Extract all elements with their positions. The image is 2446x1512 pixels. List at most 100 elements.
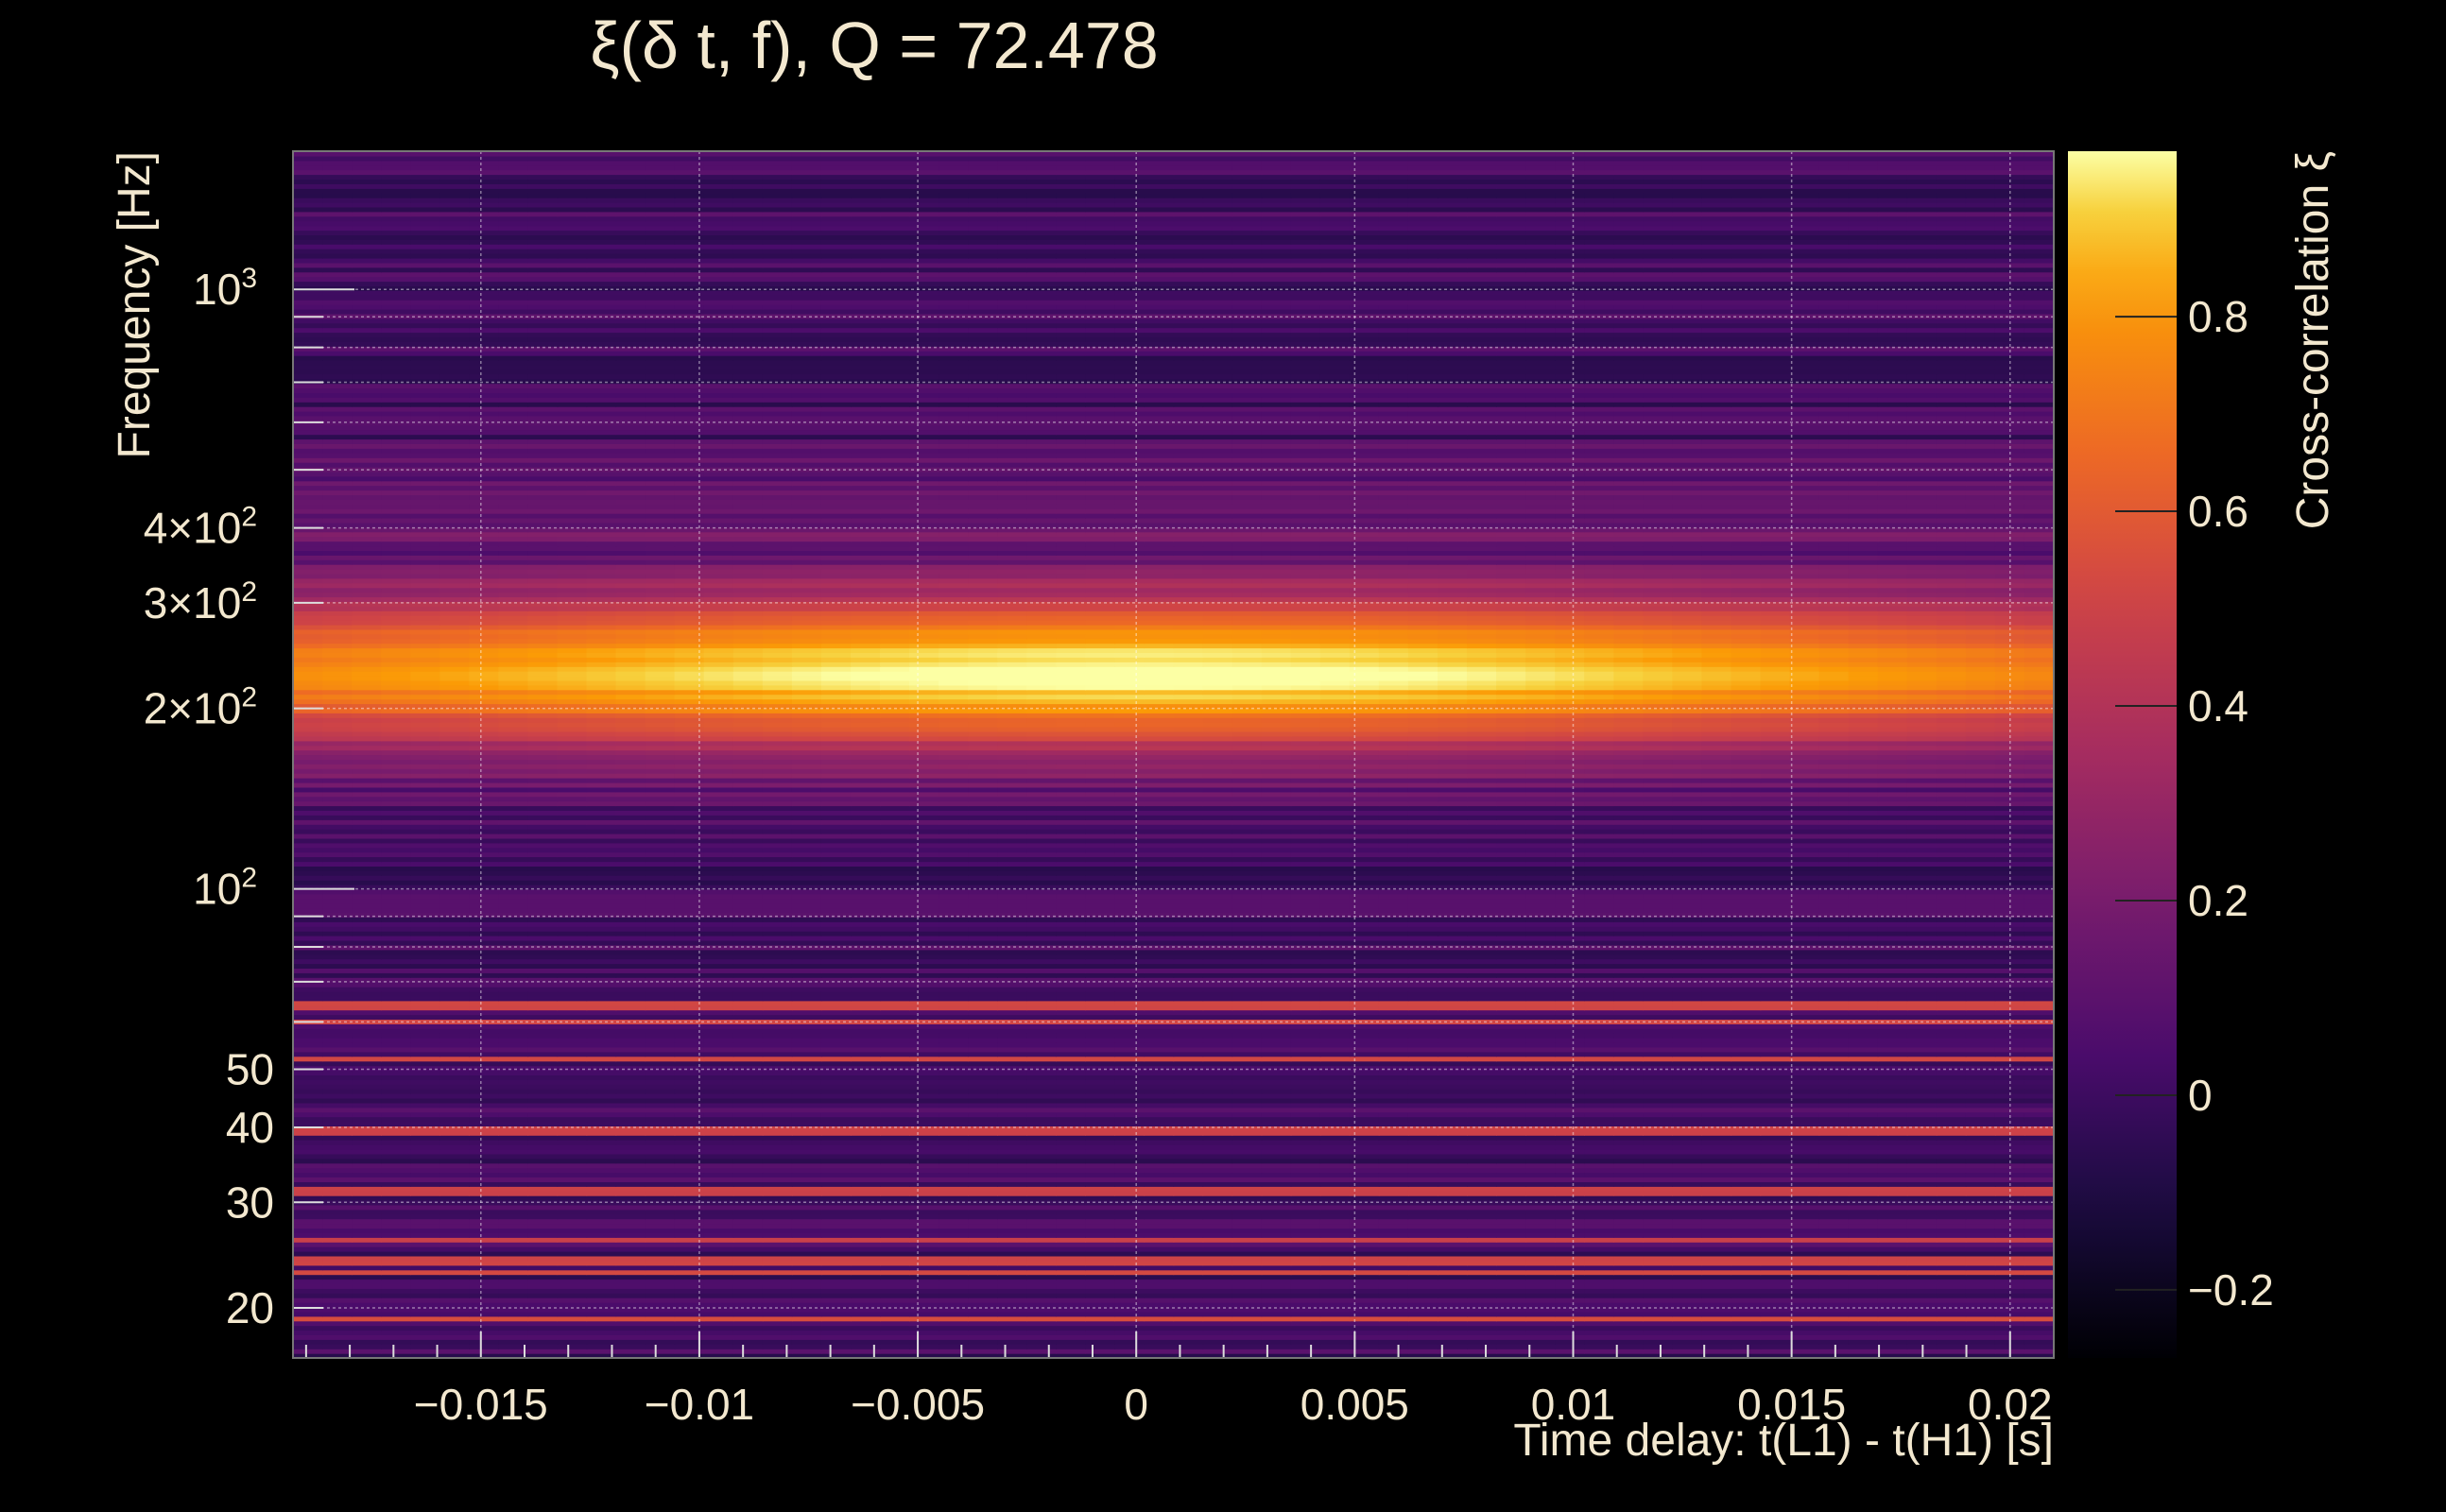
heatmap-cell	[1232, 1070, 1263, 1075]
heatmap-cell	[352, 1264, 382, 1271]
heatmap-cell	[791, 1111, 822, 1118]
heatmap-cell	[1144, 1060, 1175, 1067]
heatmap-cell	[1818, 1209, 1850, 1215]
heatmap-cell	[1378, 1000, 1409, 1006]
heatmap-cell	[1584, 1307, 1614, 1313]
heatmap-cell	[527, 1014, 559, 1020]
heatmap-cell	[1407, 1330, 1438, 1335]
heatmap-cell	[1438, 1353, 1468, 1359]
heatmap-cell	[1290, 1065, 1321, 1072]
heatmap-cell	[498, 977, 529, 983]
heatmap-cell	[791, 1056, 822, 1062]
heatmap-cell	[381, 1218, 411, 1225]
heatmap-cell	[527, 1158, 559, 1164]
heatmap-cell	[1085, 1084, 1115, 1090]
heatmap-cell	[1525, 1149, 1556, 1155]
heatmap-cell	[1965, 1042, 1996, 1048]
heatmap-cell	[1026, 1140, 1057, 1145]
heatmap-cell	[1349, 1246, 1380, 1252]
heatmap-cell	[615, 1330, 646, 1335]
heatmap-cell	[1378, 1130, 1409, 1136]
heatmap-cell	[1848, 1130, 1879, 1136]
heatmap-cell	[352, 1028, 382, 1034]
heatmap-cell	[997, 1177, 1027, 1182]
heatmap-cell	[1467, 1149, 1497, 1155]
heatmap-cell	[703, 1084, 734, 1090]
heatmap-cell	[1319, 1228, 1351, 1233]
heatmap-cell	[820, 1065, 852, 1072]
heatmap-cell	[909, 987, 939, 992]
heatmap-cell	[820, 1158, 852, 1164]
heatmap-cell	[645, 1158, 676, 1164]
heatmap-cell	[1056, 1093, 1086, 1099]
heatmap-cell	[1936, 1074, 1967, 1080]
heatmap-cell	[498, 1302, 529, 1308]
heatmap-cell	[1672, 1181, 1702, 1187]
heatmap-cell	[1994, 1283, 2025, 1289]
heatmap-cell	[1232, 1000, 1263, 1006]
heatmap-cell	[1701, 1246, 1732, 1252]
heatmap-cell	[1173, 1056, 1204, 1062]
heatmap-cell	[1261, 1213, 1292, 1220]
heatmap-cell	[968, 1121, 998, 1126]
heatmap-cell	[469, 1213, 499, 1220]
heatmap-cell	[820, 1038, 852, 1043]
heatmap-cell	[1613, 1051, 1644, 1057]
heatmap-cell	[1789, 987, 1820, 992]
heatmap-cell	[1114, 1074, 1145, 1080]
heatmap-cell	[820, 1320, 852, 1327]
heatmap-cell	[1672, 1218, 1702, 1225]
heatmap-cell	[1936, 1023, 1967, 1029]
heatmap-cell	[410, 1237, 440, 1243]
heatmap-cell	[1349, 1009, 1380, 1016]
heatmap-cell	[1144, 1279, 1175, 1284]
heatmap-cell	[851, 1232, 881, 1238]
heatmap-cell	[1701, 982, 1732, 988]
heatmap-cell	[1877, 1274, 1908, 1280]
heatmap-cell	[1438, 1046, 1468, 1053]
heatmap-cell	[1643, 1325, 1673, 1332]
heatmap-cell	[2024, 1130, 2055, 1136]
heatmap-cell	[851, 1353, 881, 1359]
heatmap-cell	[1613, 1065, 1644, 1072]
heatmap-cell	[1407, 1130, 1438, 1136]
heatmap-cell	[1731, 1269, 1762, 1276]
heatmap-cell	[1496, 1315, 1526, 1322]
heatmap-cell	[1877, 1074, 1908, 1080]
heatmap-cell	[1290, 1339, 1321, 1345]
heatmap-cell	[909, 1195, 939, 1201]
heatmap-cell	[1555, 1028, 1585, 1034]
heatmap-cell	[1965, 972, 1996, 978]
heatmap-cell	[674, 1014, 705, 1020]
heatmap-cell	[703, 1149, 734, 1155]
heatmap-cell	[1877, 1149, 1908, 1155]
heatmap-cell	[939, 1228, 969, 1233]
heatmap-cell	[1349, 1167, 1380, 1174]
heatmap-cell	[1848, 1204, 1879, 1211]
heatmap-cell	[2024, 1302, 2055, 1308]
heatmap-cell	[1438, 1213, 1468, 1220]
heatmap-cell	[1848, 987, 1879, 992]
heatmap-cell	[1319, 1051, 1351, 1057]
heatmap-cell	[997, 1102, 1027, 1108]
heatmap-cell	[615, 1107, 646, 1113]
heatmap-cell	[1760, 1079, 1791, 1085]
heatmap-cell	[1378, 1191, 1409, 1196]
heatmap-cell	[1056, 1315, 1086, 1322]
heatmap-cell	[1144, 1260, 1175, 1266]
heatmap-cell	[939, 1223, 969, 1229]
heatmap-cell	[1643, 1311, 1673, 1317]
heatmap-cell	[997, 1297, 1027, 1303]
heatmap-cell	[1936, 1107, 1967, 1113]
heatmap-cell	[498, 1228, 529, 1233]
heatmap-cell	[1467, 1172, 1497, 1177]
heatmap-cell	[997, 1223, 1027, 1229]
heatmap-cell	[1261, 1204, 1292, 1211]
heatmap-cell	[645, 1023, 676, 1029]
heatmap-cell	[645, 972, 676, 978]
heatmap-cell	[1555, 1014, 1585, 1020]
heatmap-cell	[1202, 1204, 1233, 1211]
heatmap-cell	[1525, 972, 1556, 978]
heatmap-cell	[1906, 1056, 1938, 1062]
heatmap-cell	[527, 1349, 559, 1354]
